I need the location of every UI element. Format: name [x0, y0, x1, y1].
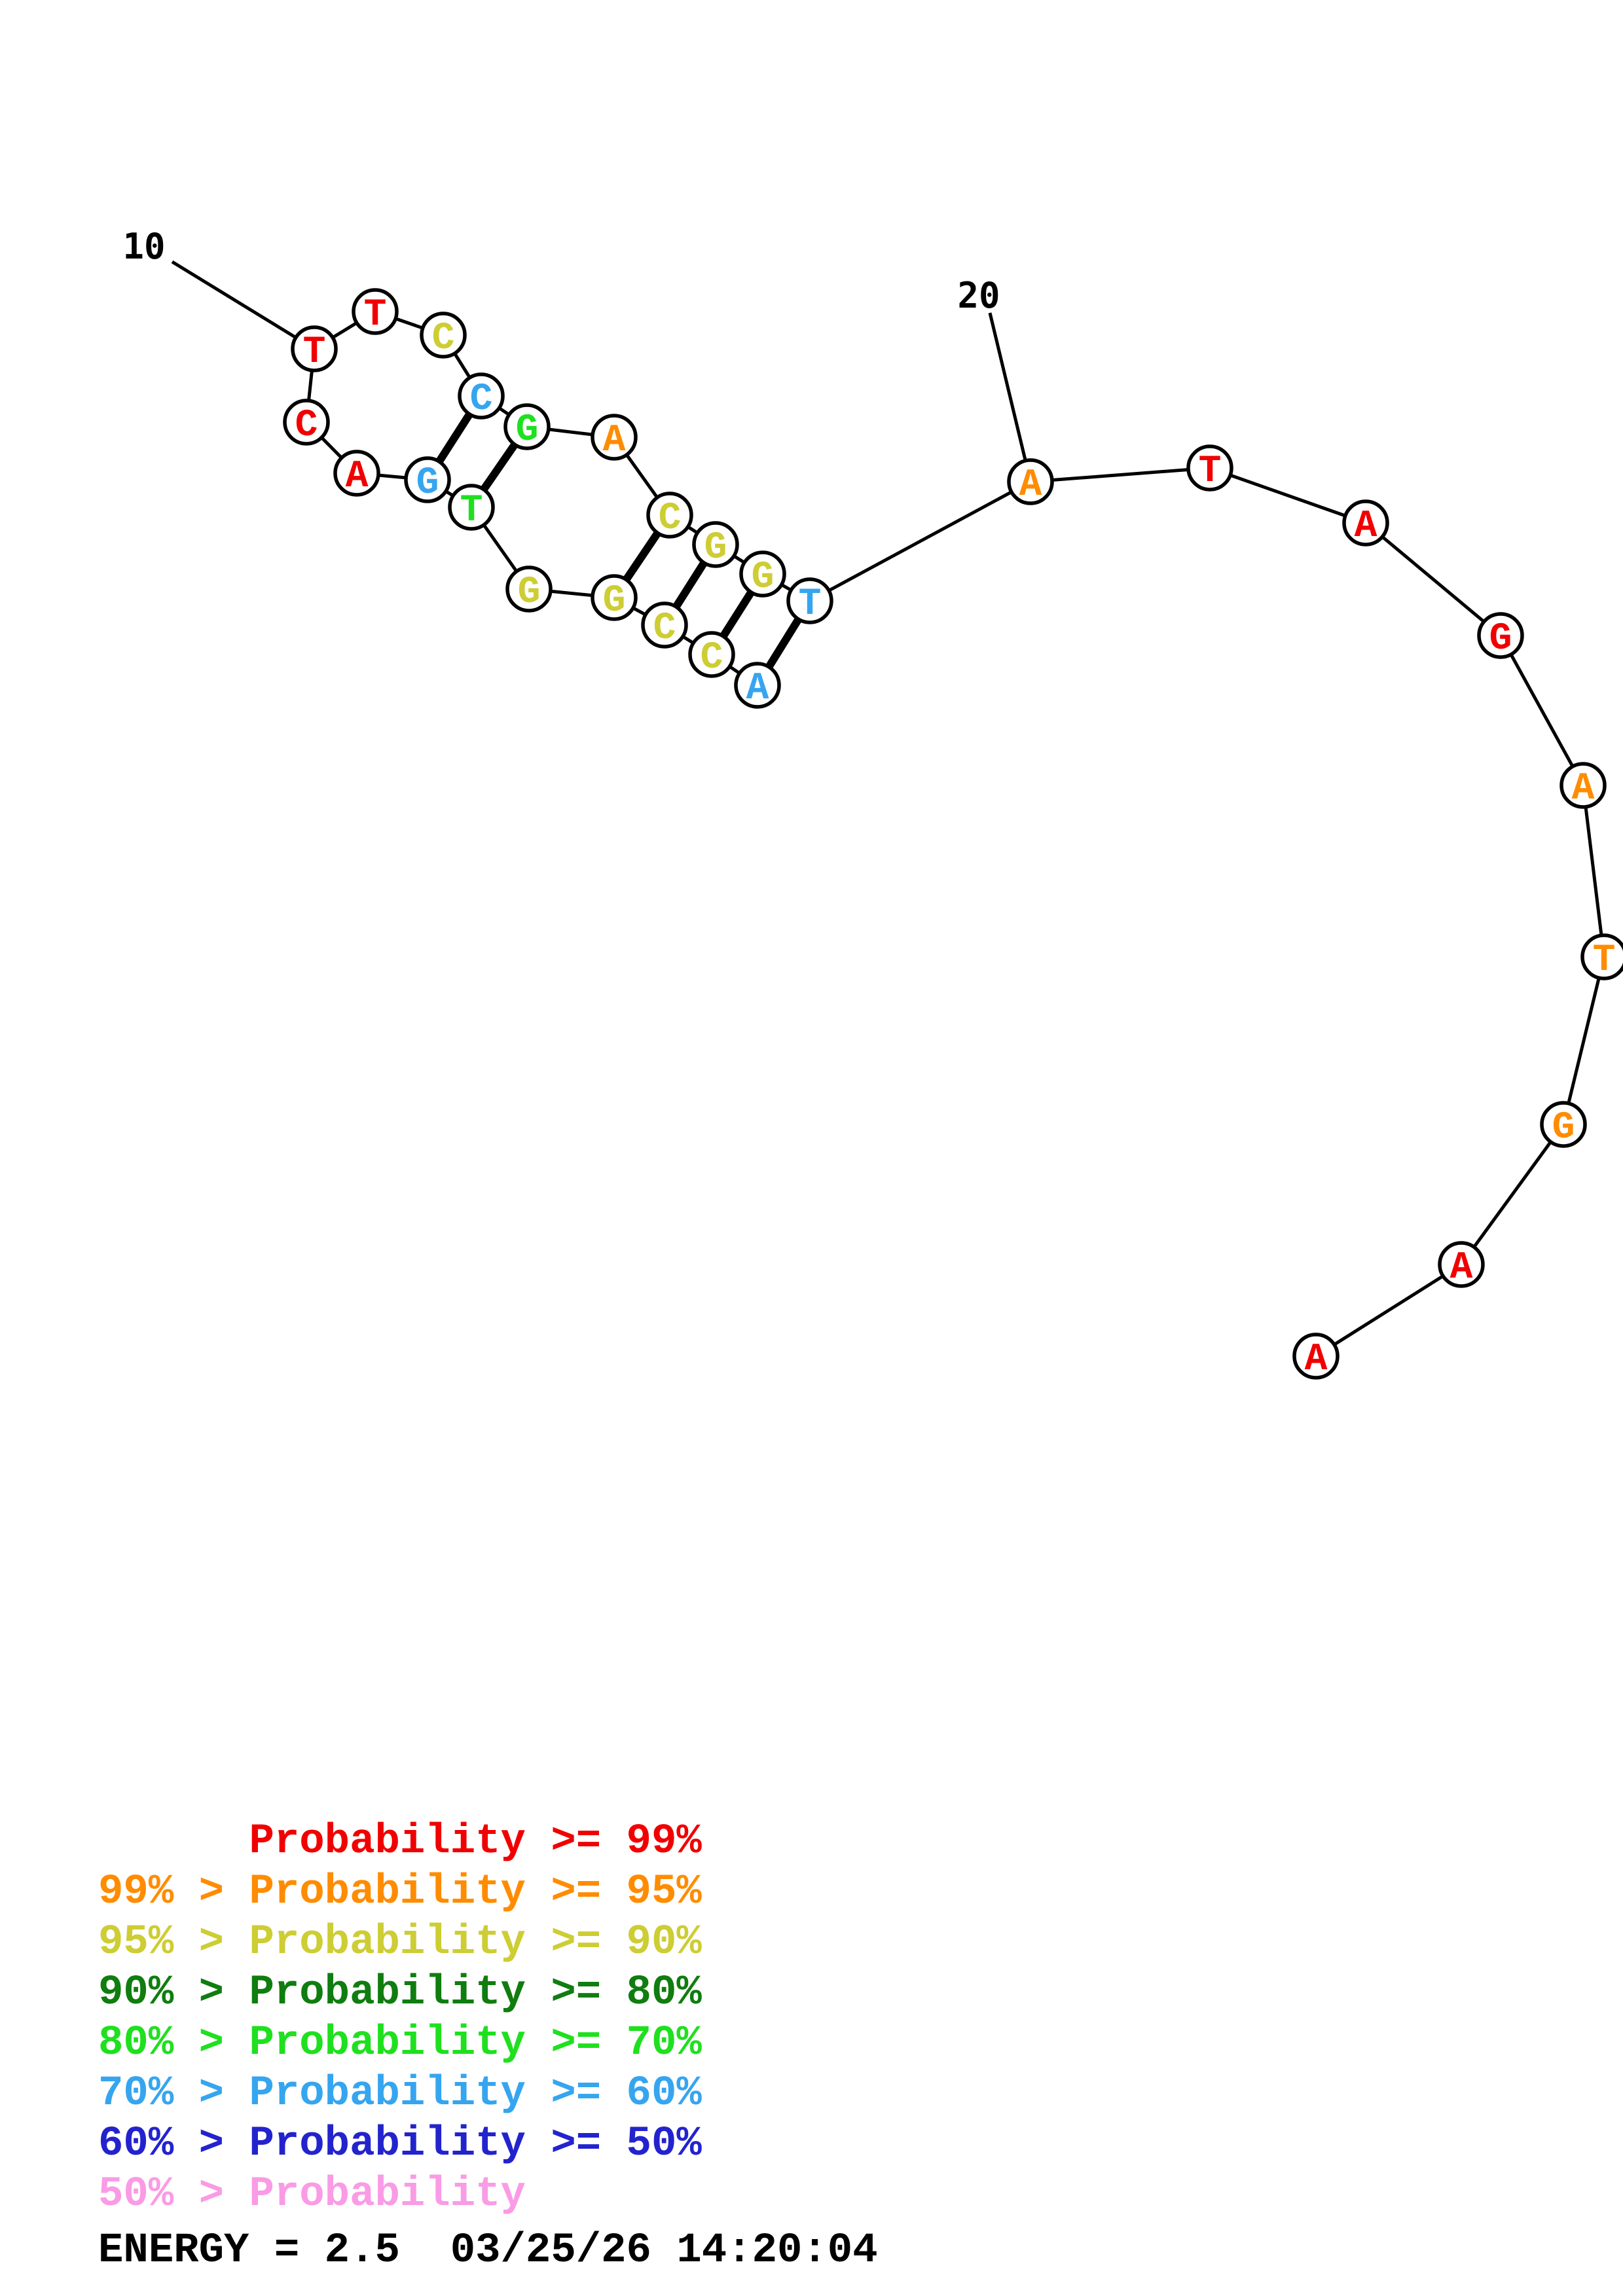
nucleotide-circle: [1007, 458, 1054, 505]
backbone-bond: [1364, 522, 1502, 637]
nucleotide-circle: [503, 403, 551, 450]
nucleotide-letter: G: [603, 580, 626, 622]
nucleotide-circle: [1342, 499, 1389, 547]
sequence-number-line: [171, 260, 316, 351]
nucleotide-letter: G: [416, 462, 439, 505]
nucleotide-letter: A: [1019, 464, 1042, 507]
nucleotide-circle: [688, 631, 735, 678]
nucleotide-letter: C: [653, 607, 676, 650]
legend-line: 95% > Probability >= 90%: [98, 1919, 702, 1966]
nucleotide-circle: [1540, 1101, 1587, 1148]
sequence-number-line: [988, 312, 1032, 482]
nucleotide-circle: [404, 456, 451, 503]
nucleotide-letter: G: [1489, 618, 1512, 660]
nucleotide-circle: [591, 574, 638, 621]
nucleotide-circle: [420, 312, 467, 359]
nucleotide-circles: [283, 288, 1623, 1380]
backbone-bond: [809, 480, 1032, 603]
nucleotide-letter: C: [701, 637, 723, 679]
legend-line: Probability >= 99%: [98, 1818, 702, 1865]
nucleotide-circle: [641, 601, 688, 649]
nucleotide-circle: [1477, 612, 1524, 659]
backbone-bond: [1209, 466, 1366, 525]
nucleotide-letter: T: [303, 331, 326, 374]
nucleotide-letter: G: [1552, 1107, 1575, 1149]
backbone-bond: [1030, 466, 1211, 484]
sequence-number-label: 10: [122, 226, 165, 267]
nucleotide-circle: [458, 372, 505, 420]
nucleotide-letter: G: [752, 556, 775, 599]
nucleotide-circle: [352, 288, 399, 335]
legend-line: 99% > Probability >= 95%: [98, 1869, 702, 1916]
nucleotide-circle: [734, 662, 781, 709]
backbone-bond: [1561, 956, 1606, 1125]
nucleotide-circle: [692, 521, 739, 568]
nucleotide-letter: T: [799, 583, 822, 626]
backbone-bond: [1499, 634, 1585, 787]
nucleotide-letter: T: [460, 490, 483, 532]
nucleotide-circle: [646, 492, 693, 539]
energy-timestamp-label: ENERGY = 2.5 03/25/26 14:20:04: [98, 2227, 878, 2274]
nucleotide-letter: T: [364, 294, 387, 336]
nucleotide-letter: C: [470, 378, 493, 421]
legend-line: 50% > Probability: [98, 2171, 526, 2218]
nucleotide-circle: [786, 577, 833, 624]
legend-line: 70% > Probability >= 60%: [98, 2070, 702, 2117]
nucleotide-circle: [1186, 444, 1233, 492]
legend-line: 90% > Probability >= 80%: [98, 1969, 702, 2017]
nucleotide-circle: [448, 484, 495, 531]
nucleotide-letter: G: [516, 409, 539, 452]
nucleotide-circle: [283, 399, 330, 446]
nucleotide-letter: T: [1593, 939, 1616, 982]
sequence-number-lines: [171, 260, 1032, 482]
backbone-bond: [1459, 1123, 1565, 1266]
probability-legend: Probability >= 99%99% > Probability >= 9…: [98, 1818, 702, 2218]
nucleotide-circle: [591, 414, 638, 461]
nucleotide-circle: [1292, 1333, 1340, 1380]
nucleotide-circle: [1559, 762, 1607, 809]
legend-line: 80% > Probability >= 70%: [98, 2020, 702, 2067]
nucleotide-letter: G: [518, 571, 541, 614]
nucleotide-letter: A: [1305, 1338, 1328, 1381]
nucleotide-letter: A: [1572, 768, 1595, 810]
nucleotide-letter: A: [603, 420, 626, 462]
nucleotide-letter: A: [346, 456, 369, 498]
sequence-number-labels: 10 20: [122, 226, 1000, 316]
backbone-bond: [1315, 1263, 1463, 1358]
nucleotide-letter: C: [432, 317, 455, 360]
backbone-bond: [1581, 785, 1606, 958]
sequence-number-label: 20: [957, 275, 1000, 316]
nucleotide-circle: [505, 565, 553, 613]
legend-line: 60% > Probability >= 50%: [98, 2121, 702, 2168]
nucleotide-circle: [291, 325, 338, 372]
nucleotide-letter: A: [746, 668, 769, 710]
nucleotide-letter: T: [1199, 450, 1222, 493]
nucleotide-circle: [1438, 1241, 1485, 1288]
nucleotide-letter: G: [704, 527, 727, 569]
nucleotide-circle: [333, 450, 380, 497]
nucleotide-letter: A: [1355, 505, 1377, 548]
nucleotide-circle: [739, 550, 786, 598]
nucleotide-letter: A: [1450, 1247, 1473, 1289]
nucleotide-circle: [1580, 933, 1623, 980]
nucleotide-letter: C: [659, 497, 682, 540]
nucleotide-letter: C: [295, 404, 318, 447]
